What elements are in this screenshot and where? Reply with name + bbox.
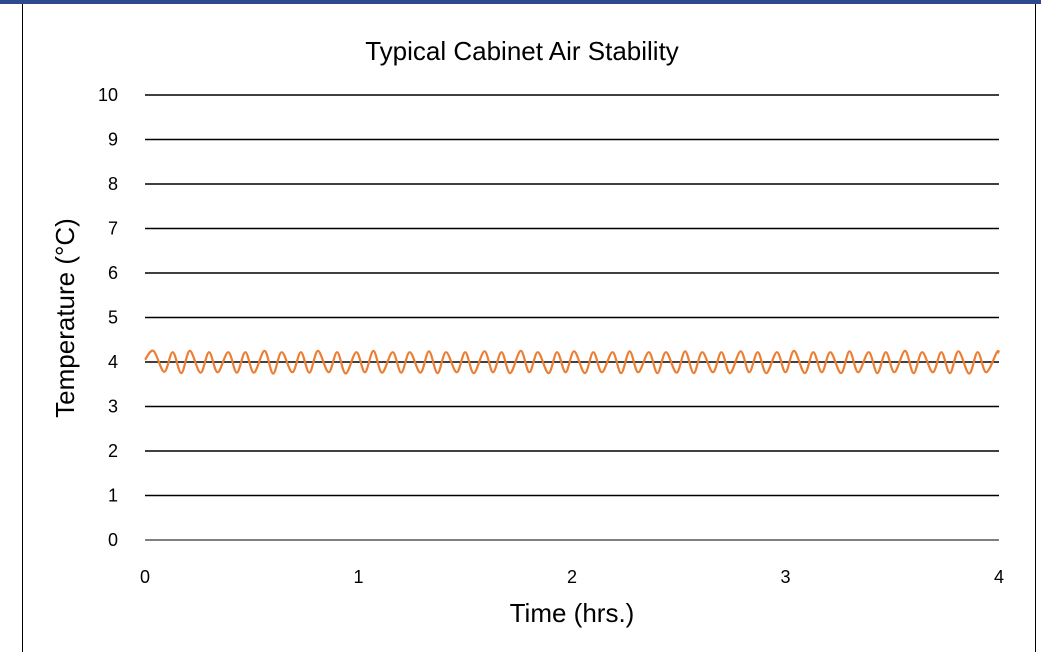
y-tick-label: 10 xyxy=(98,85,118,105)
right-border xyxy=(1035,4,1036,652)
y-axis-title: Temperature (°C) xyxy=(50,218,80,418)
top-rule xyxy=(0,0,1041,4)
y-tick-label: 6 xyxy=(108,263,118,283)
y-tick-label: 9 xyxy=(108,130,118,150)
x-tick-label: 3 xyxy=(780,567,790,587)
y-tick-label: 5 xyxy=(108,308,118,328)
gridlines xyxy=(145,94,999,541)
y-tick-label: 1 xyxy=(108,486,118,506)
y-tick-label: 8 xyxy=(108,174,118,194)
y-tick-label: 3 xyxy=(108,397,118,417)
y-tick-label: 4 xyxy=(108,352,118,372)
x-axis-title: Time (hrs.) xyxy=(510,598,635,628)
x-tick-label: 0 xyxy=(140,567,150,587)
x-tick-label: 1 xyxy=(353,567,363,587)
y-tick-label: 2 xyxy=(108,441,118,461)
y-tick-label: 7 xyxy=(108,219,118,239)
chart-title: Typical Cabinet Air Stability xyxy=(365,36,679,66)
y-tick-label: 0 xyxy=(108,530,118,550)
x-tick-labels: 0 1 2 3 4 xyxy=(140,567,1004,587)
y-tick-labels: 0 1 2 3 4 5 6 7 8 9 10 xyxy=(98,85,118,550)
temperature-series-line xyxy=(144,349,1001,375)
x-tick-label: 4 xyxy=(994,567,1004,587)
series-group xyxy=(144,349,1001,375)
left-border xyxy=(22,4,23,652)
x-tick-label: 2 xyxy=(567,567,577,587)
